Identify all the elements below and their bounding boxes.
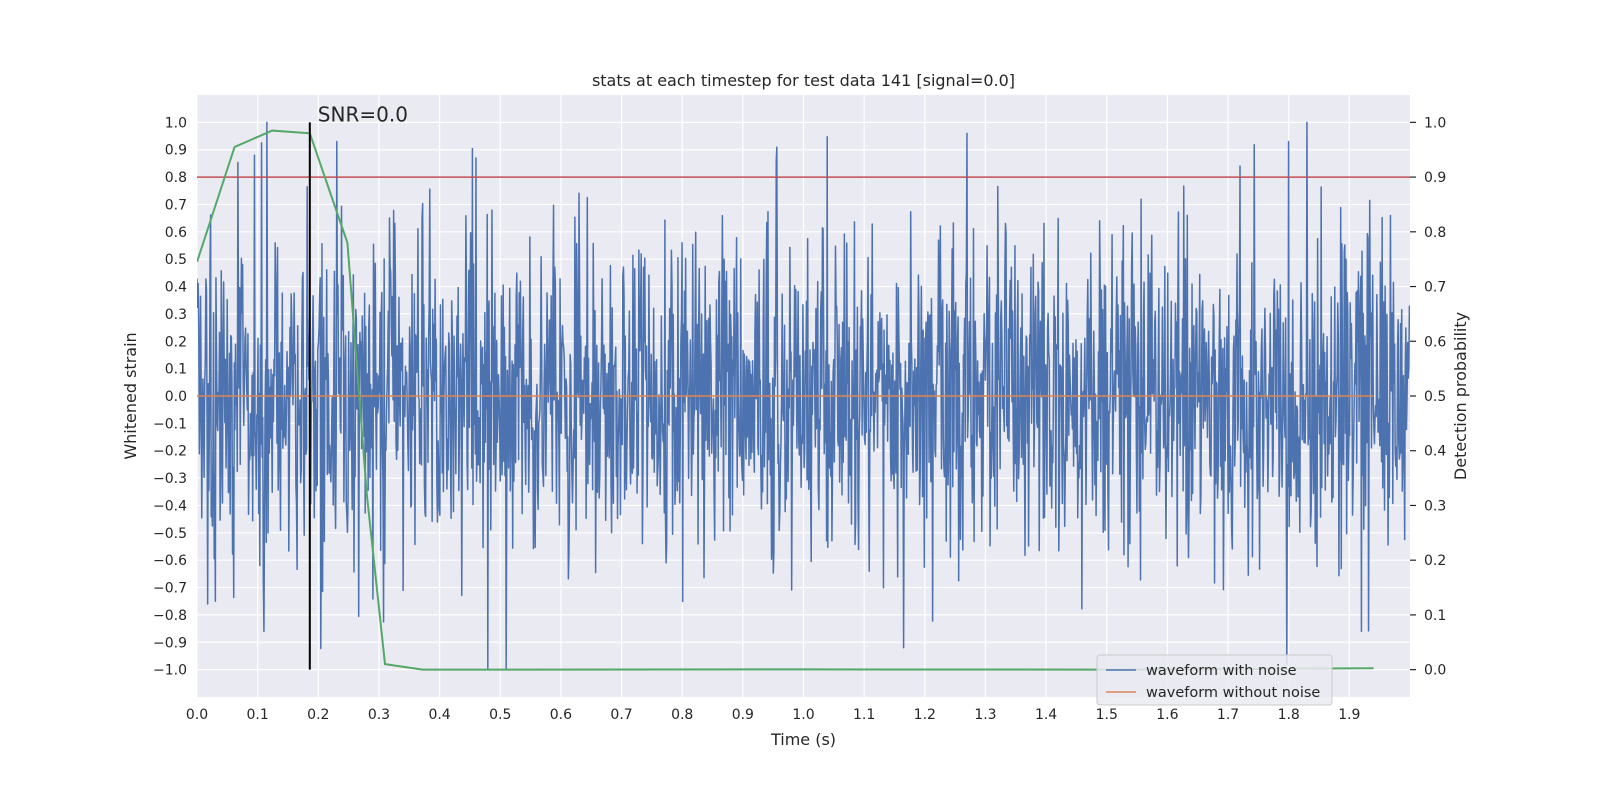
y2-tick-label: 0.1	[1424, 608, 1446, 624]
chart-title: stats at each timestep for test data 141…	[592, 71, 1015, 90]
y-tick-label: 0.9	[165, 143, 187, 159]
x-tick-label: 0.2	[307, 707, 329, 723]
x-tick-label: 1.2	[914, 707, 936, 723]
detection-probability-line	[197, 129, 1374, 671]
y-tick-label: 0.0	[165, 389, 187, 405]
series-layer	[197, 121, 1410, 671]
x-tick-label: 1.5	[1096, 707, 1118, 723]
y-tick-label: −0.8	[153, 608, 187, 624]
y-tick-label: 0.6	[165, 225, 187, 241]
x-tick-label: 0.6	[550, 707, 572, 723]
y-tick-label: −0.9	[153, 635, 187, 651]
y-tick-label: −0.7	[153, 581, 187, 597]
y2-tick-label: 0.7	[1424, 280, 1446, 296]
x-tick-label: 1.9	[1338, 707, 1360, 723]
x-tick-label: 0.0	[186, 707, 208, 723]
y-tick-label: −0.6	[153, 553, 187, 569]
y-tick-label: −0.5	[153, 526, 187, 542]
x-tick-label: 1.8	[1278, 707, 1300, 723]
y-tick-label: 0.1	[165, 362, 187, 378]
ticks: 0.0 0.1 0.2 0.3 0.4 0.5 0.6 0.7 0.8 0.9 1.0 1.1 1.2 1…	[153, 115, 1446, 723]
y2-tick-label: 0.4	[1424, 444, 1446, 460]
y2-tick-label: 0.2	[1424, 553, 1446, 569]
x-tick-label: 1.6	[1156, 707, 1178, 723]
y-tick-label: −0.2	[153, 444, 187, 460]
y-axis-label: Whitened strain	[121, 332, 140, 459]
y-tick-label: −1.0	[153, 663, 187, 679]
x-tick-label: 0.7	[610, 707, 632, 723]
x-tick-label: 0.4	[428, 707, 450, 723]
y2-tick-label: 0.8	[1424, 225, 1446, 241]
x-tick-label: 1.3	[974, 707, 996, 723]
x-tick-label: 0.8	[671, 707, 693, 723]
legend-label-clean: waveform without noise	[1146, 685, 1320, 701]
snr-annotation: SNR=0.0	[318, 102, 408, 126]
x-tick-label: 1.0	[792, 707, 814, 723]
y-tick-label: 1.0	[165, 115, 187, 131]
y-tick-label: 0.2	[165, 334, 187, 350]
y2-tick-label: 0.6	[1424, 334, 1446, 350]
y-tick-label: 0.7	[165, 197, 187, 213]
legend-box	[1096, 654, 1333, 706]
y-tick-label: 0.3	[165, 307, 187, 323]
x-tick-label: 0.9	[732, 707, 754, 723]
x-axis-label: Time (s)	[770, 730, 836, 749]
x-tick-label: 1.7	[1217, 707, 1239, 723]
x-tick-label: 0.1	[247, 707, 269, 723]
y2-tick-label: 0.9	[1424, 170, 1446, 186]
legend: waveform with noise waveform without noi…	[1096, 654, 1333, 706]
y2-tick-label: 0.0	[1424, 663, 1446, 679]
x-tick-label: 1.1	[853, 707, 875, 723]
y-tick-label: 0.4	[165, 280, 187, 296]
y-tick-label: 0.8	[165, 170, 187, 186]
y2-tick-label: 0.3	[1424, 498, 1446, 514]
x-tick-label: 0.5	[489, 707, 511, 723]
y-tick-label: −0.4	[153, 498, 187, 514]
y2-tick-label: 0.5	[1424, 389, 1446, 405]
y-tick-label: −0.3	[153, 471, 187, 487]
x-tick-label: 1.4	[1035, 707, 1057, 723]
x-tick-label: 0.3	[368, 707, 390, 723]
legend-label-noise: waveform with noise	[1146, 663, 1297, 679]
y-tick-label: −0.1	[153, 416, 187, 432]
y2-axis-label: Detection probability	[1451, 312, 1470, 480]
y2-tick-label: 1.0	[1424, 115, 1446, 131]
y-tick-label: 0.5	[165, 252, 187, 268]
noise-waveform-line	[197, 121, 1410, 671]
